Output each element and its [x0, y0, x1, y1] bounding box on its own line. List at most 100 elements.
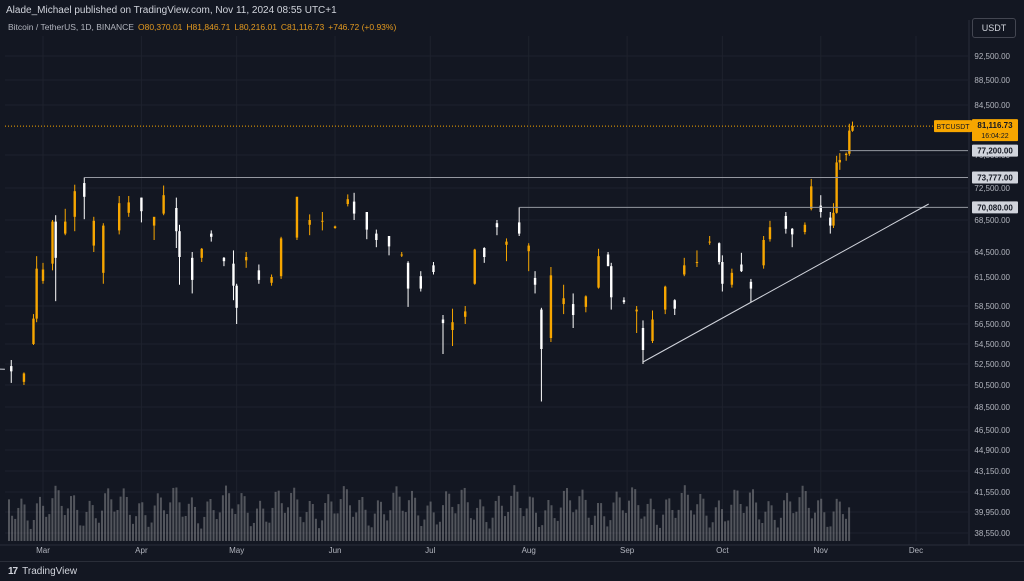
- volume-bar: [609, 520, 612, 541]
- volume-bar: [135, 516, 138, 541]
- volume-bar: [85, 511, 88, 541]
- candle-body: [832, 212, 835, 226]
- volume-bar: [457, 504, 460, 541]
- volume-bar: [454, 513, 457, 541]
- volume-bar: [349, 505, 351, 541]
- volume-bar: [398, 496, 401, 541]
- symbol-name[interactable]: Bitcoin / TetherUS, 1D, BINANCE: [8, 22, 134, 32]
- volume-bar: [504, 516, 506, 541]
- volume-bar: [590, 524, 593, 541]
- volume-bar: [401, 510, 404, 541]
- candle-body: [321, 220, 324, 222]
- volume-bar: [138, 503, 141, 541]
- volume-bar: [699, 493, 702, 541]
- candle-body: [365, 212, 369, 230]
- publish-info: Alade_Michael published on TradingView.c…: [6, 4, 337, 16]
- volume-bar: [550, 505, 553, 541]
- candle-body: [333, 226, 337, 228]
- volume-bar: [683, 485, 686, 541]
- volume-bar: [339, 499, 342, 541]
- candle-body: [562, 298, 565, 305]
- brand-name[interactable]: TradingView: [22, 566, 78, 577]
- volume-bar: [435, 524, 438, 541]
- volume-bar: [646, 503, 649, 541]
- candle-body: [740, 264, 743, 272]
- y-tick-label: 88,500.00: [974, 76, 1010, 85]
- candle-body: [464, 311, 467, 317]
- volume-bar: [612, 502, 615, 541]
- candle-body: [308, 220, 311, 225]
- volume-bar: [380, 501, 382, 541]
- volume-bar: [538, 526, 541, 541]
- y-tick-label: 52,500.00: [974, 360, 1010, 369]
- volume-bar: [39, 496, 41, 541]
- ohlc-close: C81,116.73: [280, 22, 325, 32]
- volume-bar: [150, 522, 153, 541]
- volume-bar: [423, 519, 426, 541]
- candle-body: [352, 201, 356, 214]
- candle-body: [235, 285, 238, 308]
- candle-body: [673, 300, 676, 309]
- volume-bar: [206, 501, 209, 541]
- volume-bar: [739, 504, 742, 541]
- volume-bar: [597, 503, 599, 541]
- volume-bar: [181, 516, 184, 541]
- candle-body: [848, 130, 851, 154]
- volume-bar: [178, 502, 181, 541]
- volume-bar: [714, 507, 717, 541]
- volume-bar: [693, 514, 696, 541]
- level-price-label: 73,777.00: [977, 173, 1013, 182]
- volume-bar: [82, 525, 85, 541]
- candle-body: [533, 277, 537, 285]
- volume-bar: [76, 509, 79, 541]
- volume-bar: [835, 498, 838, 541]
- candle-body: [762, 240, 765, 266]
- currency-unit-button[interactable]: USDT: [972, 18, 1016, 38]
- candle-body: [540, 309, 543, 349]
- volume-bar: [125, 496, 128, 541]
- volume-bar: [758, 519, 761, 541]
- candle-body: [790, 228, 794, 235]
- volume-bar: [277, 490, 280, 541]
- volume-bar: [655, 524, 658, 541]
- tradingview-logo-icon[interactable]: 17: [8, 566, 18, 577]
- volume-bar: [705, 515, 708, 541]
- volume-bar: [547, 499, 550, 541]
- candle-body: [717, 243, 721, 262]
- countdown-label: 16:04:22: [981, 133, 1008, 140]
- candle-body: [664, 286, 667, 310]
- volume-bar: [414, 497, 417, 541]
- volume-bar: [268, 522, 271, 541]
- x-tick-label: Mar: [36, 546, 50, 555]
- volume-bar: [225, 485, 227, 541]
- candle-body: [400, 254, 403, 256]
- volume-bar: [110, 499, 113, 541]
- volume-bar: [845, 518, 847, 541]
- volume-bar: [11, 515, 14, 541]
- volume-bar: [389, 510, 392, 541]
- candle-body: [175, 208, 178, 232]
- volume-bar: [544, 510, 547, 541]
- symbol-info-row: Bitcoin / TetherUS, 1D, BINANCE O80,370.…: [8, 20, 396, 34]
- candle-body: [117, 203, 121, 231]
- candle-body: [10, 366, 13, 372]
- volume-bar: [116, 510, 119, 541]
- footer-bar: 17 TradingView: [0, 561, 1024, 581]
- volume-bar: [8, 499, 10, 541]
- volume-bar: [637, 505, 640, 541]
- volume-bar: [367, 525, 370, 541]
- volume-bar: [736, 490, 739, 541]
- volume-bar: [665, 499, 668, 541]
- candle-body: [222, 257, 226, 262]
- volume-bar: [166, 514, 169, 541]
- candle-body: [851, 126, 854, 131]
- x-tick-label: Jun: [329, 546, 342, 555]
- volume-bar: [510, 495, 513, 541]
- candle-body: [597, 256, 600, 288]
- candle-body: [210, 233, 213, 237]
- volume-bar: [228, 493, 231, 541]
- candle-body: [749, 281, 753, 289]
- volume-bar: [522, 516, 525, 541]
- candle-body: [695, 262, 699, 263]
